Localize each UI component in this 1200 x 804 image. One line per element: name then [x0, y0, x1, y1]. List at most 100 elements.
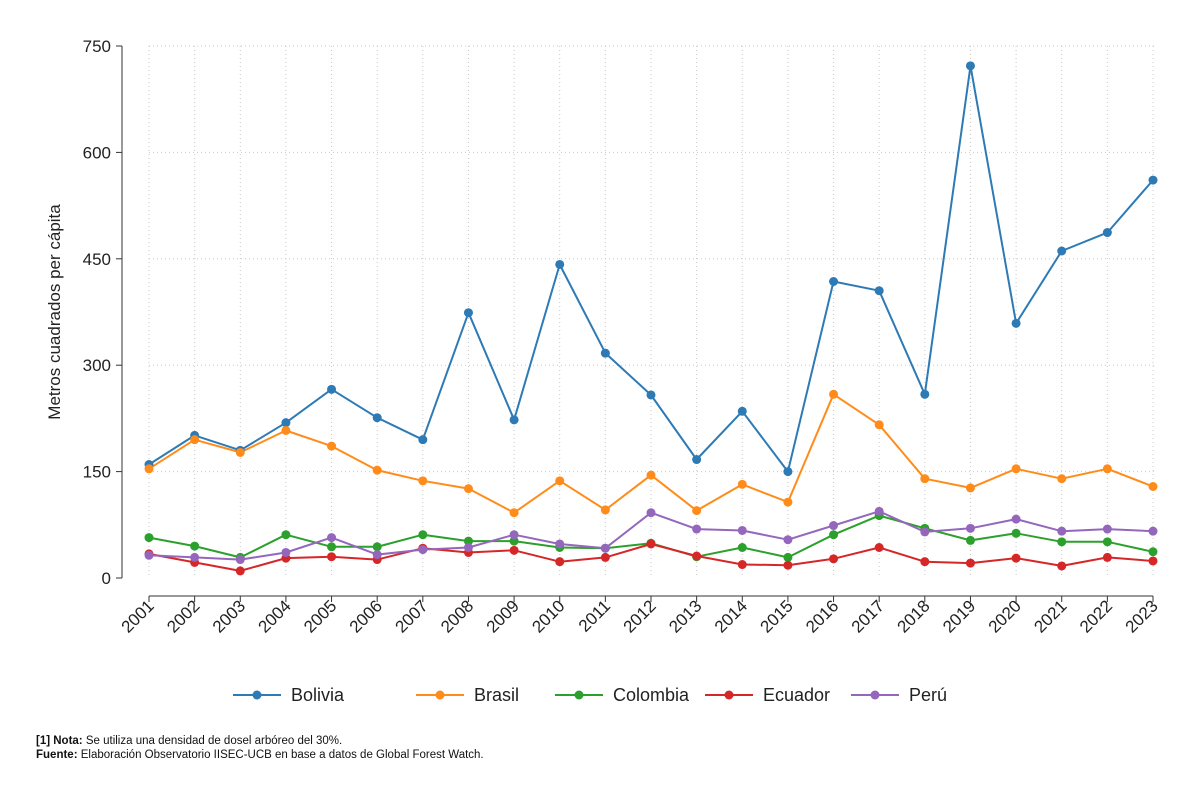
- data-point-bolivia: [737, 406, 747, 416]
- data-point-perú: [783, 535, 793, 545]
- x-tick-label: 2003: [209, 596, 249, 636]
- x-tick-label: 2012: [620, 596, 660, 636]
- data-point-perú: [144, 550, 154, 560]
- data-point-perú: [692, 524, 702, 534]
- grid-layer: [148, 45, 1157, 578]
- data-point-bolivia: [646, 390, 656, 400]
- legend-swatch-marker: [724, 690, 734, 700]
- data-point-bolivia: [463, 308, 473, 318]
- x-tick-label: 2006: [346, 596, 386, 636]
- data-point-ecuador: [737, 560, 747, 570]
- data-point-ecuador: [920, 557, 930, 567]
- y-tick-label: 600: [83, 143, 111, 162]
- data-point-perú: [1011, 514, 1021, 524]
- y-tick-label: 750: [83, 37, 111, 56]
- legend-label: Bolivia: [291, 685, 345, 705]
- y-tick-label: 300: [83, 356, 111, 375]
- data-point-colombia: [190, 541, 200, 551]
- x-tick-label: 2007: [391, 596, 431, 636]
- data-point-perú: [463, 542, 473, 552]
- y-tick-label: 150: [83, 463, 111, 482]
- data-point-bolivia: [1148, 175, 1158, 185]
- y-tick-label: 450: [83, 250, 111, 269]
- data-point-bolivia: [327, 384, 337, 394]
- data-point-perú: [555, 539, 565, 549]
- legend-label: Ecuador: [763, 685, 830, 705]
- data-point-ecuador: [555, 557, 565, 567]
- x-tick-label: 2018: [893, 596, 933, 636]
- data-point-bolivia: [874, 286, 884, 296]
- data-point-colombia: [463, 536, 473, 546]
- data-point-perú: [235, 555, 245, 565]
- data-point-brasil: [965, 483, 975, 493]
- x-tick-label: 2013: [665, 596, 705, 636]
- data-point-brasil: [874, 420, 884, 430]
- data-point-bolivia: [783, 467, 793, 477]
- data-point-ecuador: [600, 552, 610, 562]
- data-point-perú: [509, 530, 519, 540]
- data-point-brasil: [1148, 481, 1158, 491]
- data-point-bolivia: [418, 435, 428, 445]
- data-point-brasil: [600, 505, 610, 515]
- legend-label: Perú: [909, 685, 947, 705]
- data-point-brasil: [829, 389, 839, 399]
- data-point-bolivia: [1057, 246, 1067, 256]
- data-point-brasil: [737, 479, 747, 489]
- x-tick-label: 2017: [848, 596, 888, 636]
- data-point-perú: [600, 543, 610, 553]
- data-point-brasil: [646, 470, 656, 480]
- data-point-brasil: [692, 506, 702, 516]
- data-point-brasil: [463, 484, 473, 494]
- data-point-colombia: [965, 535, 975, 545]
- data-point-perú: [372, 550, 382, 560]
- legend-label: Colombia: [613, 685, 690, 705]
- x-tick-label: 2019: [939, 596, 979, 636]
- data-point-ecuador: [965, 558, 975, 568]
- data-point-bolivia: [829, 276, 839, 286]
- data-point-brasil: [281, 425, 291, 435]
- data-point-perú: [418, 545, 428, 555]
- data-point-brasil: [920, 474, 930, 484]
- data-point-brasil: [783, 497, 793, 507]
- data-point-bolivia: [281, 418, 291, 428]
- x-tick-label: 2011: [575, 596, 614, 635]
- data-point-ecuador: [1148, 556, 1158, 566]
- x-tick-label: 2022: [1076, 596, 1116, 636]
- data-point-bolivia: [965, 61, 975, 71]
- data-point-brasil: [327, 441, 337, 451]
- data-point-perú: [281, 547, 291, 557]
- x-tick-label: 2004: [255, 596, 295, 636]
- data-point-perú: [920, 527, 930, 537]
- source-text: Elaboración Observatorio IISEC-UCB en ba…: [77, 749, 484, 761]
- data-point-ecuador: [646, 539, 656, 549]
- data-point-ecuador: [1011, 553, 1021, 563]
- x-tick-label: 2008: [437, 596, 477, 636]
- x-tick-label: 2001: [118, 596, 158, 636]
- data-point-colombia: [1102, 537, 1112, 547]
- data-point-bolivia: [920, 389, 930, 399]
- legend: Bolivia Brasil Colombia Ecuador Perú: [233, 685, 947, 705]
- note-text: Se utiliza una densidad de dosel arbóreo…: [82, 735, 343, 747]
- data-point-ecuador: [1057, 561, 1067, 571]
- data-point-perú: [874, 506, 884, 516]
- data-point-ecuador: [783, 560, 793, 570]
- data-point-bolivia: [692, 455, 702, 465]
- legend-swatch-marker: [870, 690, 880, 700]
- x-tick-label: 2020: [985, 596, 1025, 636]
- data-point-ecuador: [509, 545, 519, 555]
- data-point-bolivia: [1011, 318, 1021, 328]
- data-point-brasil: [372, 465, 382, 475]
- data-point-bolivia: [555, 259, 565, 269]
- data-point-brasil: [555, 476, 565, 486]
- data-point-brasil: [509, 508, 519, 518]
- legend-swatch-marker: [252, 690, 262, 700]
- data-point-colombia: [418, 530, 428, 540]
- data-point-bolivia: [509, 415, 519, 425]
- data-point-brasil: [235, 447, 245, 457]
- x-tick-label: 2016: [802, 596, 842, 636]
- legend-swatch-marker: [574, 690, 584, 700]
- source-line: Fuente: Elaboración Observatorio IISEC-U…: [36, 748, 484, 762]
- data-point-colombia: [1057, 537, 1067, 547]
